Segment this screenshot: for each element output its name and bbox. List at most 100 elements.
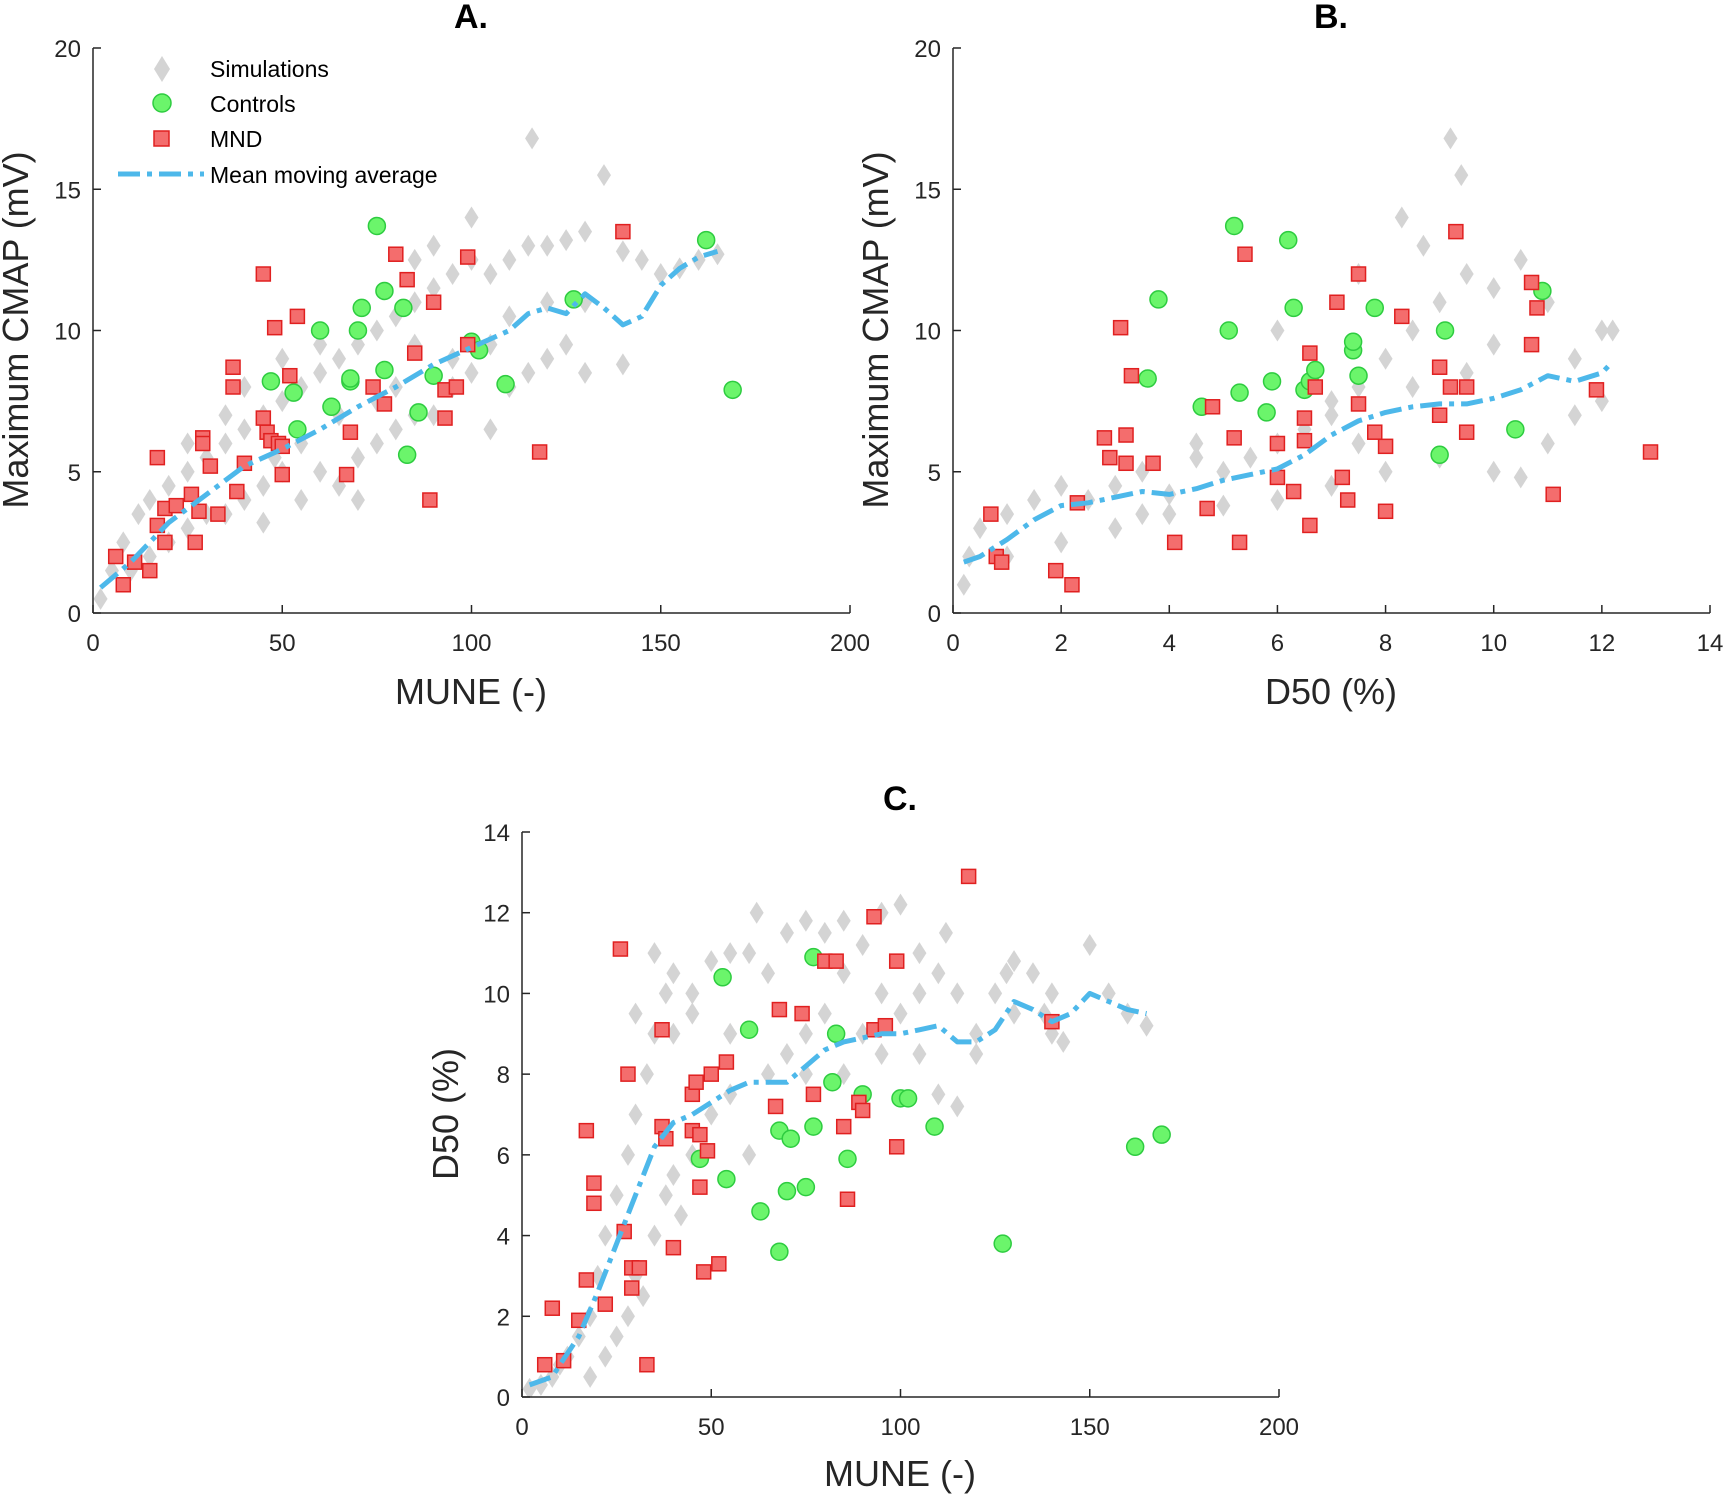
panel-b-simulation-point [1324, 404, 1339, 427]
panel-b-simulation-point [1108, 474, 1123, 497]
panel-c-mnd-point [597, 1296, 614, 1312]
panel-b-mnd-point [1269, 435, 1286, 452]
panel-c-mnd-point [877, 1017, 894, 1034]
panel-b-x-axis-label: D50 (%) [1265, 671, 1397, 712]
panel-b-control-point [1262, 372, 1282, 391]
panel-c-simulation-point [761, 962, 776, 985]
panel-c-mnd-point [586, 1175, 602, 1191]
panel-b-mnd-point [1367, 424, 1383, 440]
panel-c-mnd-point [771, 1001, 788, 1018]
panel-c-simulation-point [628, 1002, 643, 1025]
panel-b-mnd-point [1350, 266, 1367, 282]
panel-c-simulation-point [1139, 1014, 1154, 1037]
panel-c-mnd-point [654, 1022, 670, 1038]
panel-b-control-point [1284, 298, 1303, 318]
panel-a-simulation-point [218, 432, 233, 455]
panel-b-simulation-point [1108, 517, 1123, 540]
panel-b-simulation-point [1054, 531, 1069, 554]
panel-a-simulation-point [313, 333, 328, 356]
panel-a-simulation-point [161, 474, 176, 497]
panel-c-simulation-point [609, 1184, 624, 1207]
panel-a-mnd-point [225, 379, 241, 395]
panel-a-simulation-point [464, 361, 479, 384]
panel-b-mnd-point [993, 554, 1010, 570]
panel-a-control-point [723, 380, 742, 400]
panel-c-mnd-point [586, 1195, 602, 1212]
panel-b-y-tick-label: 10 [914, 319, 941, 346]
panel-b-simulation-point [1189, 432, 1204, 455]
legend-simulations-marker [154, 56, 170, 82]
panel-a-simulation-point [710, 243, 725, 266]
panel-a-mnd-point [255, 266, 272, 282]
panel-c-control-point [781, 1129, 800, 1148]
panel-a-mnd-point [459, 249, 476, 265]
panel-b-x-tick-label: 2 [1054, 630, 1067, 657]
panel-c-simulation-point [938, 921, 953, 944]
panel-a-mnd-point [115, 577, 132, 593]
panel-b-mnd-point [1302, 345, 1318, 361]
panel-c-mnd-point [794, 1005, 810, 1022]
panel-a-control-point [341, 369, 360, 388]
panel-b-y-tick-label: 15 [914, 177, 941, 204]
panel-a-simulation-point [525, 127, 540, 150]
panel-c-simulation-point [742, 1143, 757, 1166]
legend-item-moving-average: Mean moving average [118, 162, 438, 188]
panel-a-simulation-point [237, 376, 252, 398]
panel-a-simulation-point [256, 474, 271, 497]
panel-a-simulation-point [483, 418, 498, 441]
panel-b-mnd-point [1047, 562, 1064, 579]
panel-b-simulation-point [1216, 460, 1231, 483]
panel-c-simulation-point [836, 909, 851, 932]
panel-b-y-tick-label: 5 [928, 460, 941, 487]
panel-b-mnd-point [1448, 223, 1464, 240]
panel-b-mnd-point [1307, 379, 1324, 395]
panel-c-x-axis-label: MUNE (-) [824, 1453, 976, 1494]
panel-a-control-point [310, 321, 330, 340]
panel-a-x-tick-label: 200 [830, 630, 870, 657]
panel-b-control-point [1230, 383, 1249, 402]
panel-c-mnd-point [699, 1143, 716, 1159]
panel-b-mnd-point [1285, 483, 1302, 500]
panel-b-simulation-point [1324, 390, 1339, 413]
panel-b-mnd-point [1394, 308, 1410, 325]
panel-b-mnd-point [1118, 455, 1134, 472]
panel-c-simulation-point [893, 893, 908, 916]
panel-b-control-point [1224, 216, 1244, 236]
panel-a-simulation-point [615, 240, 630, 263]
panel-a-mnd-point [255, 410, 272, 426]
panel-a-mnd-point [183, 486, 200, 503]
panel-c-mnd-point [828, 953, 844, 969]
panel-b-mnd-point [1377, 438, 1394, 455]
panel-c-simulation-point [639, 1063, 654, 1086]
panel-c-mnd-point [718, 1054, 735, 1070]
panel-c-x-tick-label: 100 [880, 1414, 920, 1441]
panel-a-mnd-point [289, 308, 306, 325]
panel-c-simulation-point [1056, 1030, 1071, 1053]
panel-a-mnd-point [191, 503, 207, 520]
panel-a-simulation-point [559, 333, 574, 356]
panel-c-control-point [804, 1117, 823, 1136]
panel-a-simulation-point [116, 531, 131, 554]
panel-c-simulation-point [874, 1042, 889, 1065]
panel-b-simulation-point [1513, 466, 1528, 489]
panel-c-control-point [751, 1202, 770, 1221]
legend-item-mnd: MND [153, 126, 262, 152]
panel-c-mnd-point [639, 1356, 655, 1373]
panel-b-x-tick-label: 14 [1697, 630, 1724, 657]
panel-a-control-point [375, 360, 394, 380]
panel-b-simulation-point [1486, 277, 1501, 300]
panel-a-title: A. [454, 0, 488, 36]
panel-b-simulation-point [1054, 474, 1069, 497]
panel-b-simulation-point [1540, 432, 1555, 455]
panel-c-control-point [823, 1072, 842, 1092]
panel-c-mnd-point [805, 1086, 822, 1103]
panel-b-simulation-point [1378, 460, 1393, 483]
panel-b-simulation-point [1605, 319, 1620, 342]
panel-b-simulation-point [1405, 376, 1420, 398]
panel-a-control-point [496, 374, 515, 394]
panel-c-x-tick-label: 50 [698, 1414, 725, 1441]
panel-a-simulation-point [540, 347, 555, 370]
panel-a-simulation-point [502, 305, 517, 328]
panel-a-y-tick-label: 10 [54, 319, 81, 346]
panel-b-mnd-point [1350, 396, 1367, 412]
